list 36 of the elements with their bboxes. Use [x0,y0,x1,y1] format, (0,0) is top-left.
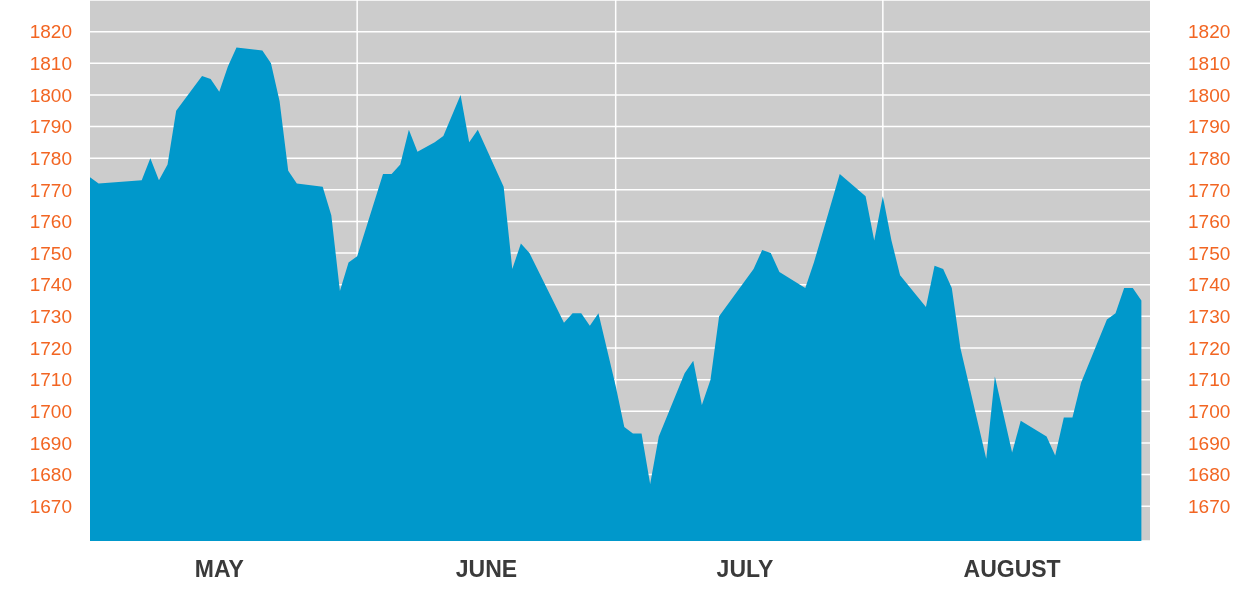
y-tick-label: 1680 [29,464,72,486]
y2-tick-label: 1780 [1188,147,1231,169]
y-tick-label: 1750 [29,242,72,264]
y2-tick-label: 1690 [1188,432,1231,454]
x-tick-label: JULY [716,556,774,583]
y2-tick-label: 1740 [1188,274,1231,296]
y-tick-label: 1800 [29,84,72,106]
y-tick-label: 1760 [29,211,72,233]
y2-tick-label: 1670 [1188,495,1231,517]
y2-tick-label: 1710 [1188,369,1231,391]
y2-tick-label: 1700 [1188,401,1231,423]
y-tick-label: 1730 [29,306,72,328]
y2-tick-label: 1820 [1188,21,1231,43]
y-tick-label: 1790 [29,116,72,138]
y-tick-label: 1810 [29,53,72,75]
y2-tick-label: 1760 [1188,211,1231,233]
x-tick-label: MAY [194,556,244,583]
x-tick-label: AUGUST [963,556,1061,583]
y2-tick-label: 1750 [1188,242,1231,264]
y-tick-label: 1670 [29,495,72,517]
y-tick-label: 1700 [29,401,72,423]
y2-tick-label: 1720 [1188,337,1231,359]
y-tick-label: 1690 [29,432,72,454]
y-tick-label: 1780 [29,147,72,169]
x-tick-label: JUNE [455,556,518,583]
y2-tick-label: 1680 [1188,464,1231,486]
y2-tick-label: 1800 [1188,84,1231,106]
y-tick-label: 1820 [29,21,72,43]
y-tick-label: 1770 [29,179,72,201]
y-tick-label: 1710 [29,369,72,391]
y-tick-label: 1740 [29,274,72,296]
y2-tick-label: 1770 [1188,179,1231,201]
y2-tick-label: 1730 [1188,306,1231,328]
y2-tick-label: 1810 [1188,53,1231,75]
y-tick-label: 1720 [29,337,72,359]
y2-tick-label: 1790 [1188,116,1231,138]
